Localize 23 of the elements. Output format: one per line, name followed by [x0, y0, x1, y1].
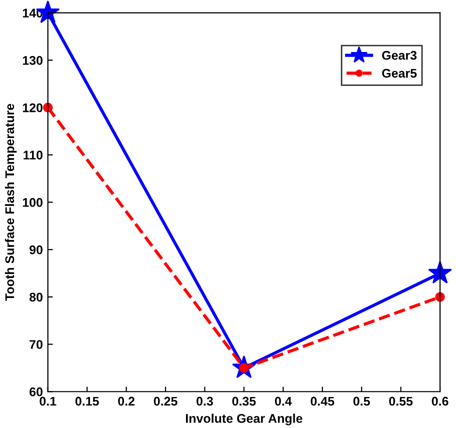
y-axis-title: Tooth Surface Flash Temperature	[4, 104, 17, 301]
y-tick-label: 70	[30, 340, 43, 349]
x-tick-label: 0.45	[310, 396, 334, 406]
x-tick-label: 0.2	[118, 396, 134, 406]
y-tick-label: 120	[22, 103, 43, 112]
y-tick-label: 100	[22, 198, 43, 207]
y-tick-label: 90	[30, 245, 43, 254]
x-tick-label: 0.25	[154, 396, 178, 406]
y-tick-label: 60	[30, 387, 43, 396]
y-tick-label: 130	[22, 56, 43, 65]
y-tick-label: 110	[24, 150, 43, 160]
legend-label: Gear5	[382, 68, 417, 78]
x-tick-label: 0.55	[389, 396, 413, 406]
x-tick-label: 0.35	[232, 396, 256, 406]
x-tick-label: 0.15	[75, 396, 99, 406]
x-axis-title: Involute Gear Angle	[186, 414, 302, 426]
x-tick-label: 0.4	[274, 396, 292, 406]
x-tick-label: 0.5	[353, 396, 370, 406]
x-tick-label: 0.6	[432, 396, 448, 406]
x-tick-label: 0.3	[196, 396, 213, 406]
x-tick-label: 0.1	[40, 396, 56, 406]
y-tick-label: 80	[30, 292, 43, 302]
legend-label: Gear3	[382, 50, 417, 60]
